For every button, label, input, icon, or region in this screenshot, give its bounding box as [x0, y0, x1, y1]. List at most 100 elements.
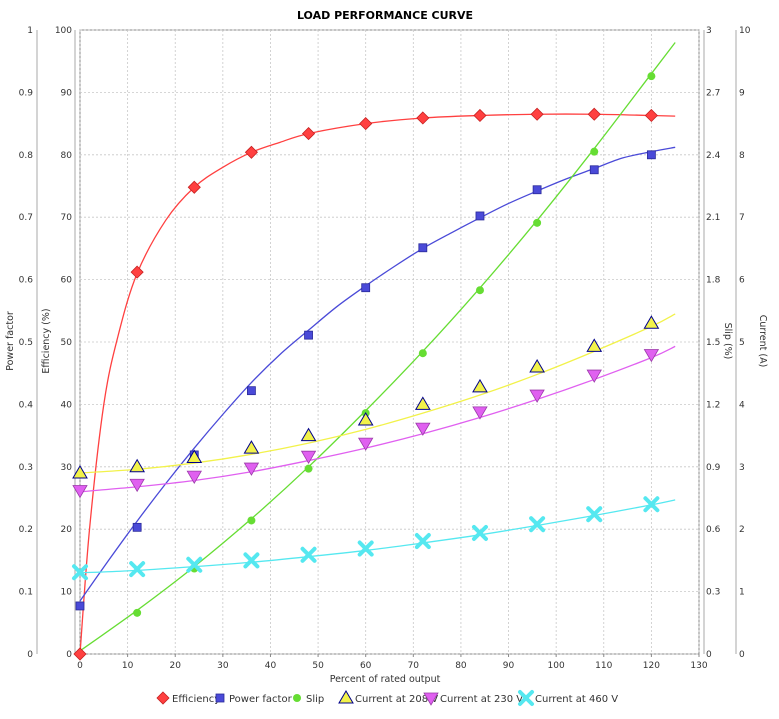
x-stroke: [643, 496, 660, 513]
point-slip: [533, 218, 542, 227]
point-slip: [133, 608, 142, 617]
x-tick-label: 40: [265, 661, 277, 671]
point-current-at-460-v: [129, 561, 146, 578]
point-current-at-208-v: [472, 378, 488, 393]
power-factor-tick-label: 0: [27, 650, 33, 660]
power-factor-tick-label: 0.8: [19, 151, 34, 161]
efficiency-tick-label: 60: [61, 276, 73, 286]
point-power-factor: [589, 165, 599, 175]
legend-item-slip: Slip: [293, 694, 324, 705]
x-stroke: [471, 524, 488, 541]
slip-tick-label: 1.5: [706, 338, 720, 348]
efficiency-tick-label: 20: [61, 525, 73, 535]
point-power-factor: [475, 211, 485, 221]
legend-marker-current-at-230-v: [423, 692, 439, 706]
point-current-at-460-v: [414, 533, 431, 550]
current-tick-label: 10: [739, 26, 751, 36]
series-line-current-at-230-v: [79, 345, 676, 493]
efficiency-tick-label: 0: [66, 650, 72, 660]
power-factor-tick-label: 0.7: [19, 213, 33, 223]
point-efficiency: [416, 111, 430, 125]
point-slip: [590, 147, 599, 156]
point-slip: [304, 464, 313, 473]
slip-tick-label: 2.7: [706, 88, 720, 98]
slip-tick-label: 3: [706, 26, 712, 36]
point-current-at-208-v: [72, 465, 88, 479]
current-tick-label: 1: [739, 588, 745, 598]
series-markers: [72, 72, 660, 661]
power-factor-tick-label: 0.4: [19, 400, 34, 410]
x-tick-label: 80: [455, 661, 467, 671]
x-stroke: [529, 516, 546, 533]
point-current-at-230-v: [586, 369, 602, 383]
point-efficiency: [359, 117, 373, 131]
efficiency-tick-label: 70: [61, 213, 73, 223]
x-tick-label: 100: [548, 661, 565, 671]
point-power-factor: [304, 330, 313, 340]
power-factor-tick-label: 0.6: [19, 276, 34, 286]
slip-tick-label: 2.4: [706, 151, 721, 161]
efficiency-tick-label: 50: [61, 338, 73, 348]
x-tick-label: 90: [503, 661, 515, 671]
point-current-at-460-v: [300, 546, 317, 563]
point-efficiency: [73, 647, 87, 661]
legend-marker-slip: [293, 694, 301, 702]
power-factor-tick-label: 0.3: [19, 463, 33, 473]
series-line-power-factor: [79, 146, 676, 602]
point-power-factor: [132, 522, 142, 532]
point-power-factor: [361, 283, 371, 293]
x-tick-label: 0: [77, 661, 83, 671]
point-power-factor: [646, 150, 656, 160]
point-current-at-460-v: [529, 516, 546, 533]
current-axis-label: Current (A): [757, 315, 768, 368]
legend-marker-current-at-208-v: [338, 690, 354, 704]
efficiency-tick-label: 80: [61, 151, 73, 161]
point-current-at-208-v: [414, 396, 431, 410]
x-tick-label: 50: [312, 661, 324, 671]
current-tick-label: 0: [739, 650, 745, 660]
x-tick-label: 30: [217, 661, 229, 671]
slip-tick-label: 0.3: [706, 588, 720, 598]
legend-item-efficiency: Efficiency: [156, 691, 220, 705]
point-current-at-208-v: [529, 358, 545, 373]
x-tick-label: 110: [595, 661, 612, 671]
current-tick-label: 8: [739, 151, 745, 161]
point-slip: [247, 516, 256, 525]
slip-tick-label: 1.8: [706, 276, 721, 286]
point-current-at-230-v: [529, 389, 545, 403]
x-axis-label: Percent of rated output: [330, 674, 441, 685]
point-current-at-230-v: [300, 450, 317, 464]
point-current-at-208-v: [186, 449, 203, 463]
point-current-at-460-v: [243, 552, 260, 569]
x-stroke: [72, 564, 88, 581]
legend-label-slip: Slip: [306, 694, 324, 705]
point-efficiency: [530, 107, 544, 121]
point-power-factor: [532, 185, 542, 195]
legend-label-current-at-460-v: Current at 460 V: [535, 694, 618, 705]
point-slip: [418, 349, 427, 358]
legend-label-current-at-230-v: Current at 230 V: [440, 694, 523, 705]
point-current-at-208-v: [357, 412, 374, 426]
legend-label-current-at-208-v: Current at 208 V: [355, 694, 438, 705]
current-tick-label: 4: [739, 400, 745, 410]
legend-item-current-at-208-v: Current at 208 V: [338, 690, 438, 705]
point-current-at-230-v: [129, 478, 145, 493]
point-current-at-460-v: [643, 496, 660, 513]
x-stroke: [300, 546, 317, 563]
power-factor-tick-label: 0.1: [19, 588, 33, 598]
point-efficiency: [587, 107, 601, 121]
point-slip: [475, 286, 484, 295]
x-stroke: [129, 561, 146, 578]
legend-label-efficiency: Efficiency: [172, 694, 220, 705]
point-current-at-208-v: [586, 338, 603, 352]
x-tick-label: 130: [690, 661, 707, 671]
x-tick-label: 20: [170, 661, 182, 671]
power-factor-tick-label: 0.2: [19, 525, 33, 535]
legend-marker-power-factor: [215, 693, 225, 703]
point-efficiency: [301, 127, 316, 141]
point-efficiency: [130, 265, 144, 279]
power-factor-axis-label: Power factor: [5, 311, 16, 371]
x-stroke: [243, 552, 260, 569]
power-factor-tick-label: 0.5: [19, 338, 33, 348]
